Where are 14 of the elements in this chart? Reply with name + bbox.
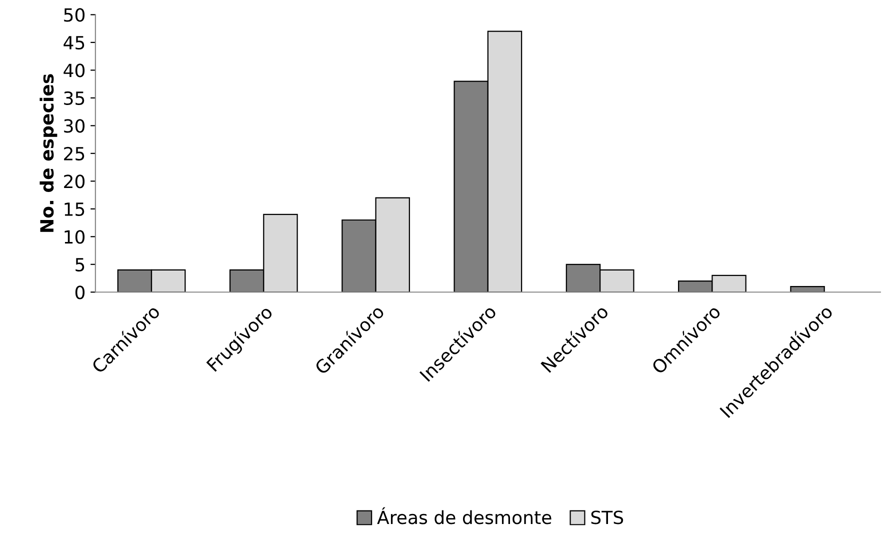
y-tick-label: 25 [64, 146, 84, 161]
legend-label: STS [591, 510, 624, 524]
y-tick-label: 15 [64, 202, 84, 216]
legend-label: Áreas de desmonte [377, 507, 552, 524]
y-tick-label: 5 [76, 258, 84, 272]
y-tick-label: 0 [75, 286, 85, 300]
y-tick-label: 40 [64, 64, 85, 78]
y-tick-label: 35 [64, 91, 84, 106]
y-tick-label: 45 [64, 36, 84, 50]
y-tick-label: 20 [64, 174, 85, 188]
y-tick-label: 30 [64, 119, 85, 133]
y-axis-title: No. de especies [40, 74, 58, 232]
y-tick-label: 50 [64, 8, 85, 22]
y-tick-label: 10 [64, 230, 85, 244]
